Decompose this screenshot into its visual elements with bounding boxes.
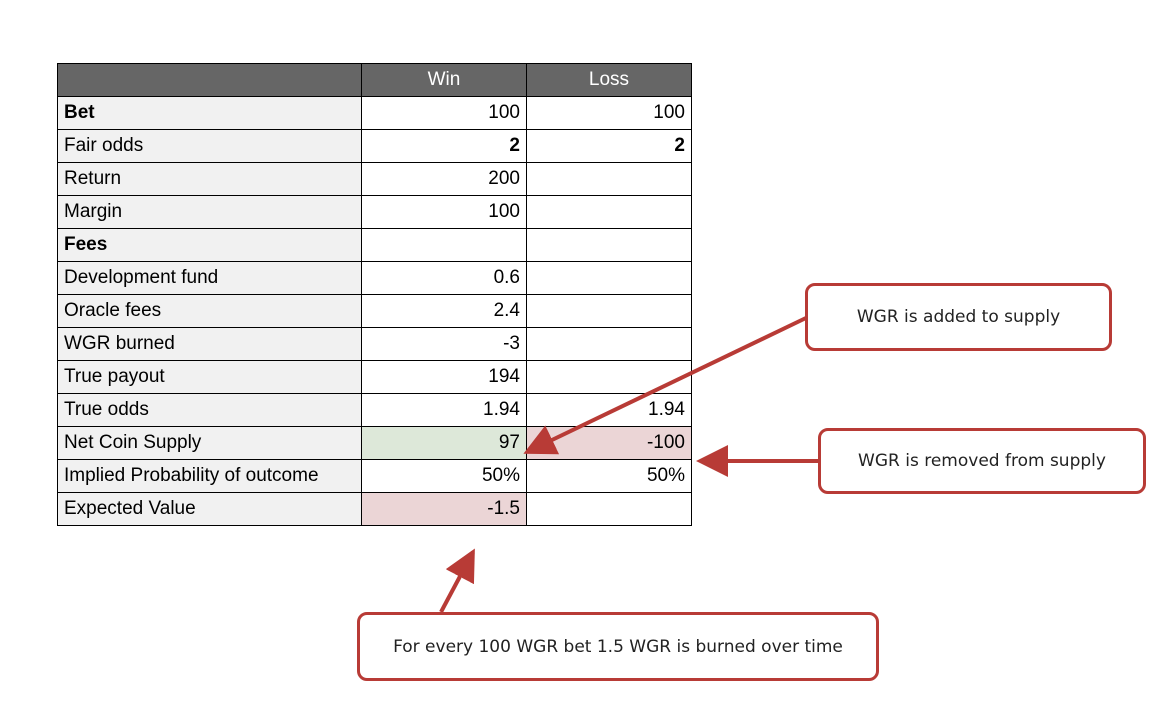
row-development-fund: Development fund 0.6 bbox=[57, 261, 692, 295]
callout-burned-over-time: For every 100 WGR bet 1.5 WGR is burned … bbox=[357, 612, 879, 681]
loss-value: 100 bbox=[526, 96, 692, 130]
loss-value bbox=[526, 327, 692, 361]
row-label: Bet bbox=[57, 96, 362, 130]
row-label: True payout bbox=[57, 360, 362, 394]
callout-added-text: WGR is added to supply bbox=[856, 307, 1061, 327]
win-value: 2 bbox=[361, 129, 527, 163]
callout-added-to-supply: WGR is added to supply bbox=[805, 283, 1112, 351]
row-label: Oracle fees bbox=[57, 294, 362, 328]
row-return: Return 200 bbox=[57, 162, 692, 196]
row-net-coin-supply: Net Coin Supply 97 -100 bbox=[57, 426, 692, 460]
win-value: 200 bbox=[361, 162, 527, 196]
loss-value bbox=[526, 492, 692, 526]
row-label: Fees bbox=[57, 228, 362, 262]
row-bet: Bet 100 100 bbox=[57, 96, 692, 130]
row-wgr-burned: WGR burned -3 bbox=[57, 327, 692, 361]
arrow-to-expected-value bbox=[439, 548, 475, 613]
row-oracle-fees: Oracle fees 2.4 bbox=[57, 294, 692, 328]
row-label: Return bbox=[57, 162, 362, 196]
win-value: 97 bbox=[361, 426, 527, 460]
row-fair-odds: Fair odds 2 2 bbox=[57, 129, 692, 163]
row-expected-value: Expected Value -1.5 bbox=[57, 492, 692, 526]
loss-value bbox=[526, 228, 692, 262]
loss-value: 2 bbox=[526, 129, 692, 163]
win-value bbox=[361, 228, 527, 262]
win-value: 0.6 bbox=[361, 261, 527, 295]
win-value: 100 bbox=[361, 195, 527, 229]
row-margin: Margin 100 bbox=[57, 195, 692, 229]
row-label: Net Coin Supply bbox=[57, 426, 362, 460]
row-label: Expected Value bbox=[57, 492, 362, 526]
callout-removed-text: WGR is removed from supply bbox=[858, 451, 1106, 471]
row-label: Margin bbox=[57, 195, 362, 229]
win-value: 2.4 bbox=[361, 294, 527, 328]
row-label: WGR burned bbox=[57, 327, 362, 361]
loss-value bbox=[526, 162, 692, 196]
win-value: 50% bbox=[361, 459, 527, 493]
callout-burned-text: For every 100 WGR bet 1.5 WGR is burned … bbox=[393, 636, 843, 657]
row-implied-probability: Implied Probability of outcome 50% 50% bbox=[57, 459, 692, 493]
fee-breakdown-table: Win Loss Bet 100 100 Fair odds 2 2 Retur… bbox=[57, 63, 692, 526]
loss-value bbox=[526, 195, 692, 229]
loss-value bbox=[526, 294, 692, 328]
header-corner bbox=[57, 63, 362, 97]
arrow-to-win-supply bbox=[523, 315, 809, 455]
win-value: -1.5 bbox=[361, 492, 527, 526]
loss-value: 50% bbox=[526, 459, 692, 493]
row-label: Development fund bbox=[57, 261, 362, 295]
row-fees: Fees bbox=[57, 228, 692, 262]
win-value: 1.94 bbox=[361, 393, 527, 427]
callout-removed-from-supply: WGR is removed from supply bbox=[818, 428, 1146, 494]
win-value: 194 bbox=[361, 360, 527, 394]
row-label: Implied Probability of outcome bbox=[57, 459, 362, 493]
loss-value bbox=[526, 261, 692, 295]
win-value: -3 bbox=[361, 327, 527, 361]
header-loss: Loss bbox=[526, 63, 692, 97]
loss-value: 1.94 bbox=[526, 393, 692, 427]
